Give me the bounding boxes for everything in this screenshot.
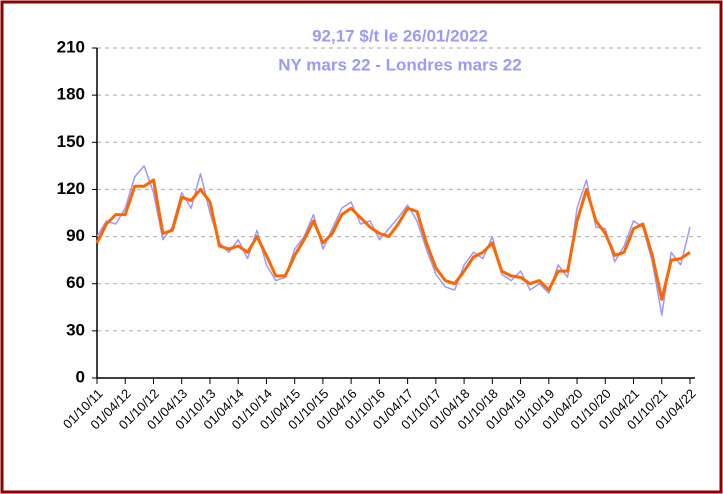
y-tick-label: 150 [57,132,85,151]
y-tick-label: 60 [66,273,85,292]
y-tick-label: 180 [57,85,85,104]
y-tick-label: 30 [66,320,85,339]
y-tick-label: 90 [66,226,85,245]
y-tick-label: 0 [76,367,85,386]
y-tick-label: 210 [57,37,85,56]
chart-title: 92,17 $/t le 26/01/2022 [312,26,488,45]
series-line [95,178,691,301]
chart-subtitle: NY mars 22 - Londres mars 22 [278,55,521,74]
y-tick-label: 120 [57,179,85,198]
